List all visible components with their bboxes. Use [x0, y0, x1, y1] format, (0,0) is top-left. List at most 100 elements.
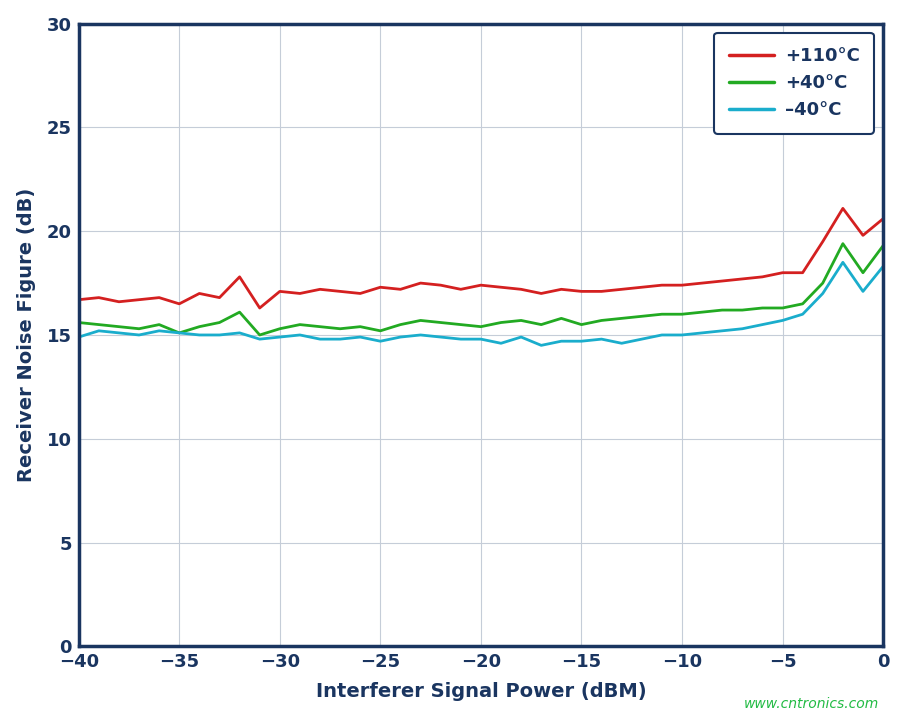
- +40°C: [275, 325, 285, 333]
- +40°C: [415, 316, 426, 325]
- +110°C: [113, 297, 124, 306]
- –40°C: [878, 262, 889, 271]
- +40°C: [214, 318, 225, 327]
- +40°C: [496, 318, 506, 327]
- +40°C: [878, 241, 889, 250]
- +40°C: [817, 279, 828, 287]
- Line: +40°C: +40°C: [79, 243, 883, 335]
- +110°C: [294, 289, 305, 298]
- –40°C: [255, 335, 265, 343]
- –40°C: [214, 331, 225, 340]
- +40°C: [395, 320, 406, 329]
- +110°C: [314, 285, 325, 294]
- –40°C: [757, 320, 768, 329]
- +40°C: [194, 322, 205, 331]
- +110°C: [636, 283, 647, 292]
- +110°C: [535, 289, 546, 298]
- +110°C: [797, 269, 808, 277]
- +110°C: [596, 287, 607, 296]
- –40°C: [616, 339, 627, 348]
- –40°C: [596, 335, 607, 343]
- +110°C: [737, 274, 747, 283]
- +110°C: [757, 273, 768, 281]
- +110°C: [133, 295, 144, 304]
- +110°C: [556, 285, 567, 294]
- +40°C: [334, 325, 345, 333]
- –40°C: [93, 327, 104, 335]
- +110°C: [837, 204, 848, 213]
- –40°C: [334, 335, 345, 343]
- +40°C: [476, 322, 487, 331]
- –40°C: [415, 331, 426, 340]
- +110°C: [496, 283, 506, 292]
- Y-axis label: Receiver Noise Figure (dB): Receiver Noise Figure (dB): [16, 188, 35, 482]
- +110°C: [93, 294, 104, 302]
- +110°C: [214, 294, 225, 302]
- +110°C: [154, 294, 165, 302]
- +40°C: [234, 308, 245, 317]
- –40°C: [154, 327, 165, 335]
- –40°C: [174, 329, 185, 337]
- +110°C: [355, 289, 366, 298]
- +110°C: [174, 299, 185, 308]
- –40°C: [496, 339, 506, 348]
- Legend: +110°C, +40°C, –40°C: +110°C, +40°C, –40°C: [714, 33, 874, 134]
- +110°C: [777, 269, 788, 277]
- –40°C: [355, 332, 366, 341]
- –40°C: [516, 332, 526, 341]
- +110°C: [677, 281, 688, 289]
- +40°C: [516, 316, 526, 325]
- +40°C: [717, 306, 728, 314]
- –40°C: [576, 337, 587, 345]
- –40°C: [194, 331, 205, 340]
- +40°C: [314, 322, 325, 331]
- +40°C: [535, 320, 546, 329]
- +110°C: [234, 273, 245, 281]
- +40°C: [777, 304, 788, 312]
- +40°C: [255, 331, 265, 340]
- +40°C: [456, 320, 467, 329]
- +40°C: [93, 320, 104, 329]
- –40°C: [314, 335, 325, 343]
- –40°C: [395, 332, 406, 341]
- –40°C: [636, 335, 647, 343]
- +40°C: [697, 308, 708, 317]
- +40°C: [133, 325, 144, 333]
- +110°C: [516, 285, 526, 294]
- +110°C: [697, 279, 708, 287]
- +40°C: [576, 320, 587, 329]
- +40°C: [113, 322, 124, 331]
- –40°C: [535, 341, 546, 350]
- +40°C: [737, 306, 747, 314]
- –40°C: [456, 335, 467, 343]
- +110°C: [275, 287, 285, 296]
- +40°C: [596, 316, 607, 325]
- +110°C: [375, 283, 386, 292]
- +40°C: [677, 310, 688, 319]
- –40°C: [294, 331, 305, 340]
- –40°C: [556, 337, 567, 345]
- +110°C: [657, 281, 668, 289]
- +40°C: [636, 312, 647, 321]
- –40°C: [275, 332, 285, 341]
- +40°C: [174, 329, 185, 337]
- +110°C: [194, 289, 205, 298]
- –40°C: [435, 332, 446, 341]
- Line: +110°C: +110°C: [79, 208, 883, 308]
- +40°C: [435, 318, 446, 327]
- –40°C: [657, 331, 668, 340]
- –40°C: [113, 329, 124, 337]
- –40°C: [737, 325, 747, 333]
- Text: www.cntronics.com: www.cntronics.com: [744, 697, 879, 711]
- –40°C: [817, 289, 828, 298]
- +110°C: [817, 237, 828, 246]
- –40°C: [133, 331, 144, 340]
- +40°C: [837, 239, 848, 248]
- +110°C: [616, 285, 627, 294]
- –40°C: [797, 310, 808, 319]
- +110°C: [395, 285, 406, 294]
- –40°C: [858, 287, 869, 296]
- –40°C: [375, 337, 386, 345]
- –40°C: [777, 316, 788, 325]
- –40°C: [697, 329, 708, 337]
